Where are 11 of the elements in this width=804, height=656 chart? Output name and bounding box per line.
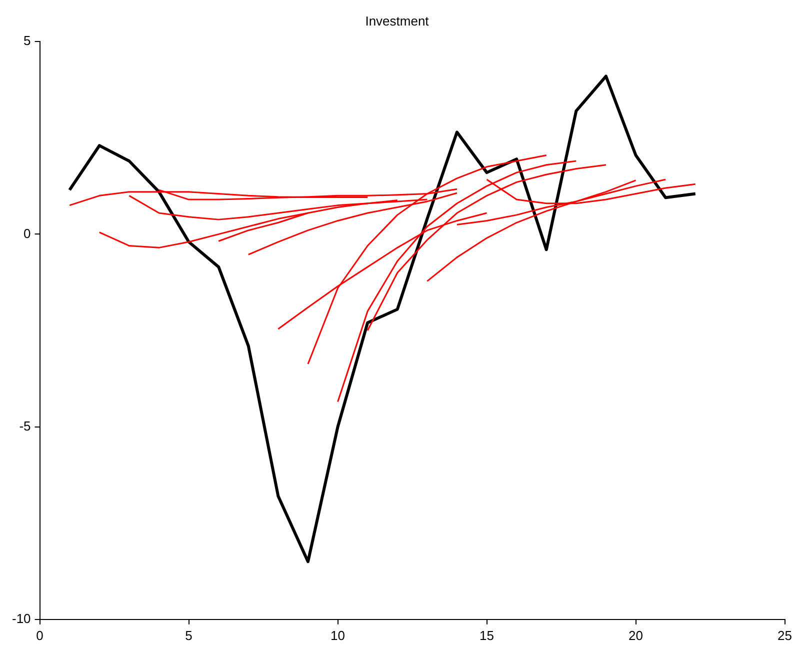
x-tick-label: 5: [185, 628, 192, 643]
x-tick-label: 0: [36, 628, 44, 643]
y-tick-label: -10: [12, 610, 31, 626]
x-tick-label: 10: [330, 628, 346, 643]
chart-title: Investment: [365, 13, 430, 28]
y-tick-label: -5: [19, 418, 31, 434]
x-tick-label: 15: [480, 628, 494, 643]
y-tick-label: 5: [24, 33, 31, 48]
y-tick-label: 0: [24, 226, 31, 241]
x-tick-label: 20: [628, 628, 644, 643]
x-tick-label: 25: [778, 628, 792, 643]
